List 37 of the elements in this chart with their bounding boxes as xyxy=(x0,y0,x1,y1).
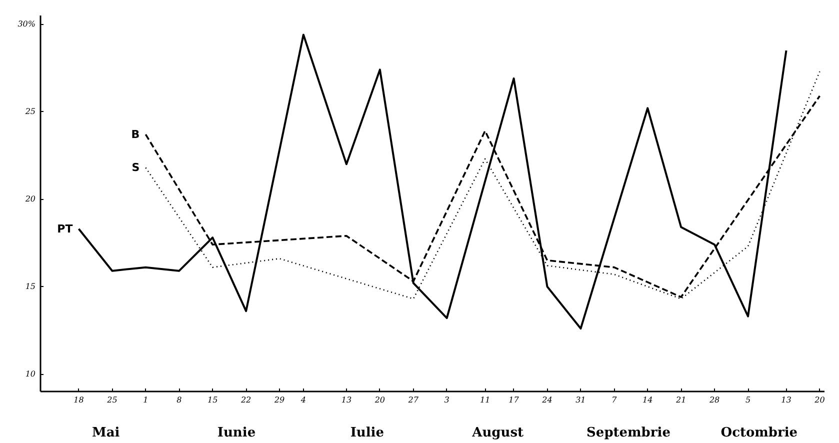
x-tick-label: 24 xyxy=(541,396,552,404)
x-tick-label: 14 xyxy=(642,396,653,404)
x-tick-label: 25 xyxy=(106,396,118,404)
x-tick-label: 17 xyxy=(508,396,520,404)
x-tick-label: 8 xyxy=(176,396,182,404)
text: August xyxy=(471,426,524,440)
x-tick-label: 13 xyxy=(341,396,352,404)
x-tick-label: 29 xyxy=(273,396,285,404)
series-label: PT xyxy=(57,222,74,236)
x-tick-label: 7 xyxy=(612,396,618,404)
x-tick-label: 1 xyxy=(143,396,148,404)
text: Septembrie xyxy=(586,426,670,440)
x-tick-label: 13 xyxy=(781,396,792,404)
y-tick-label: 20 xyxy=(24,194,36,204)
x-tick-label: 27 xyxy=(407,396,420,404)
x-tick-label: 3 xyxy=(444,396,450,404)
y-tick-label: 15 xyxy=(25,282,36,292)
x-tick-label: 28 xyxy=(708,396,720,404)
x-tick-label: 20 xyxy=(374,396,386,404)
x-tick-label: 22 xyxy=(240,396,252,404)
x-tick-label: 15 xyxy=(208,396,218,404)
text: Octombrie xyxy=(720,426,798,440)
x-tick-label: 5 xyxy=(745,396,751,404)
text: Iulie xyxy=(350,426,384,440)
series-label: B xyxy=(131,128,140,141)
x-tick-label: 31 xyxy=(576,396,586,404)
y-tick-label: 30% xyxy=(18,20,36,29)
x-tick-label: 18 xyxy=(74,396,84,404)
text: Mai xyxy=(92,426,120,440)
x-tick-label: 21 xyxy=(674,396,686,404)
series-label: S xyxy=(132,161,140,174)
y-tick-label: 25 xyxy=(24,107,36,116)
y-tick-label: 10 xyxy=(25,370,36,379)
x-tick-label: 11 xyxy=(480,396,490,404)
text: Iunie xyxy=(217,426,256,440)
x-tick-label: 4 xyxy=(300,396,306,404)
x-tick-label: 20 xyxy=(814,396,825,404)
